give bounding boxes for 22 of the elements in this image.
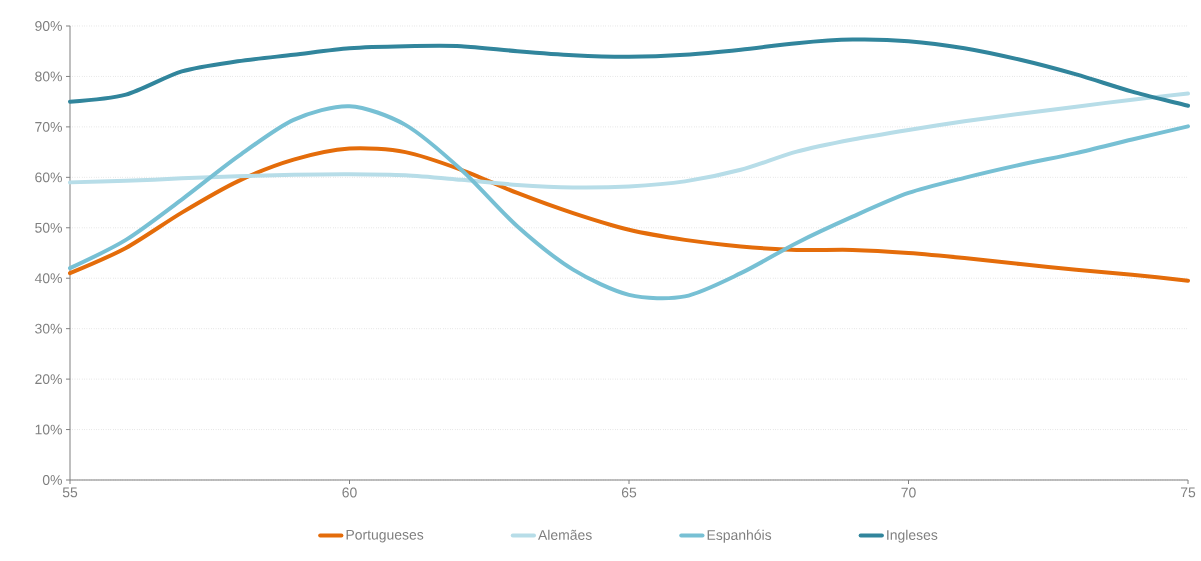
y-tick-label: 30%	[35, 323, 62, 334]
y-tick-label: 80%	[35, 71, 62, 82]
x-tick-label: 75	[1180, 487, 1196, 498]
x-tick-label: 65	[621, 487, 637, 498]
legend-label: Alemães	[538, 529, 592, 540]
y-tick-label: 90%	[35, 21, 62, 31]
legend-label: Ingleses	[887, 529, 938, 543]
legend-label: Espanhóis	[707, 529, 772, 543]
y-tick-label: 70%	[35, 121, 62, 132]
y-tick-label: 40%	[34, 273, 62, 284]
x-tick-label: 70	[901, 487, 916, 498]
y-tick-label: 50%	[35, 222, 62, 233]
y-tick-label: 20%	[35, 374, 62, 385]
y-tick-label: 0%	[42, 475, 62, 485]
line-series	[68, 146, 1191, 283]
y-tick-label: 60%	[35, 172, 62, 183]
line-series	[68, 91, 1191, 190]
x-tick-label: 55	[62, 487, 78, 498]
y-tick-label: 10%	[35, 424, 62, 435]
x-tick-label: 60	[342, 487, 357, 498]
legend-label: Portugueses	[346, 529, 424, 543]
line-series	[68, 37, 1191, 108]
